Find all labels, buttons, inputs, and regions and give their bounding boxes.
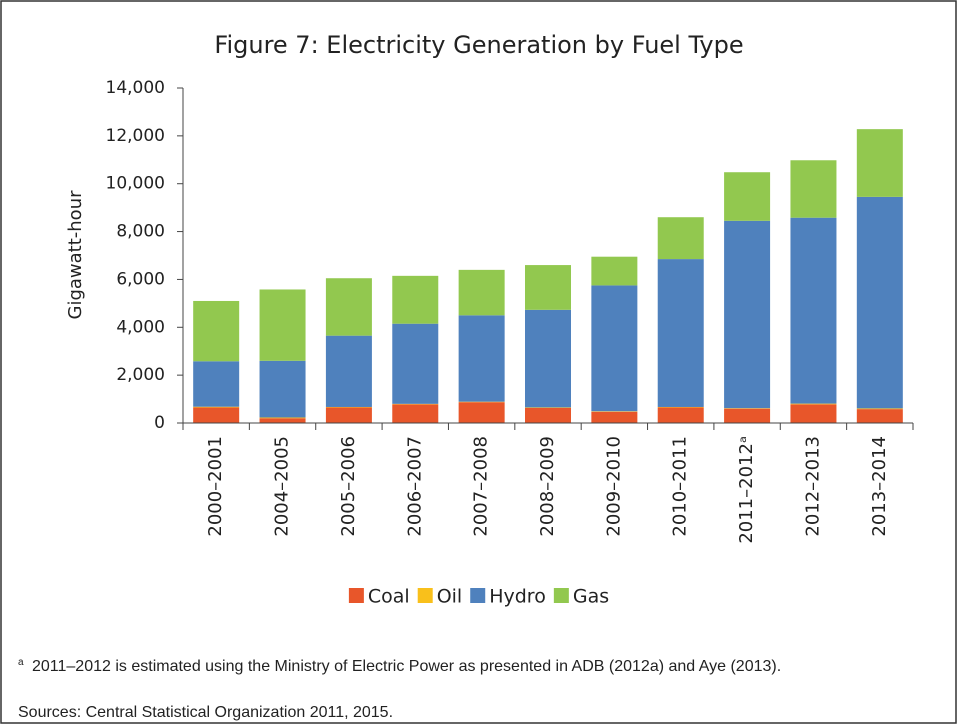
- x-tick-label: 2005–2006: [338, 436, 359, 537]
- y-tick-label: 0: [154, 413, 165, 433]
- bar-segment: [458, 269, 505, 316]
- bar-segment: [193, 361, 240, 407]
- bar-segment: [591, 285, 638, 412]
- x-tick-label: 2008–2009: [537, 436, 558, 537]
- y-tick-label: 2,000: [116, 365, 165, 385]
- x-tick-label: 2006–2007: [404, 436, 425, 537]
- bar-segment: [325, 407, 372, 423]
- legend-label: Hydro: [489, 586, 546, 608]
- bar-segment: [856, 409, 903, 423]
- bar-segment: [458, 402, 505, 423]
- legend-swatch: [348, 588, 364, 603]
- y-tick-label: 10,000: [106, 174, 165, 194]
- bar-segment: [591, 411, 638, 423]
- bar-segment: [525, 265, 571, 310]
- y-tick-label: 14,000: [106, 78, 165, 98]
- bar-segment: [325, 278, 372, 336]
- bar-segment: [259, 360, 306, 418]
- bar-segment: [724, 172, 771, 221]
- bar-segment: [856, 196, 903, 409]
- bar-segment: [392, 275, 439, 324]
- x-tick-label: 2000–2001: [205, 436, 226, 537]
- bar-segment: [657, 259, 704, 407]
- bar-segment: [193, 407, 240, 423]
- bar-segment: [525, 407, 571, 423]
- bar-segment: [657, 407, 704, 423]
- bar-segment: [790, 160, 837, 218]
- bar-segment: [790, 404, 837, 423]
- bar-segment: [259, 417, 306, 419]
- legend-swatch: [553, 588, 569, 603]
- bar-segment: [724, 220, 771, 409]
- y-tick-label: 4,000: [116, 317, 165, 337]
- y-tick-label: 8,000: [116, 222, 165, 242]
- bar-segment: [259, 289, 306, 361]
- legend-label: Coal: [368, 586, 410, 608]
- bar-segment: [325, 335, 372, 407]
- bar-segment: [193, 406, 240, 408]
- footnote-text: 2011–2012 is estimated using the Ministr…: [32, 658, 782, 675]
- x-tick-label: 2007–2008: [471, 436, 492, 537]
- x-tick-label: 2011–2012ᵃ: [736, 436, 757, 544]
- y-axis-title: Gigawatt-hour: [65, 190, 86, 320]
- y-tick-label: 12,000: [106, 126, 165, 146]
- x-tick-label: 2013–2014: [869, 436, 890, 537]
- bar-segment: [856, 129, 903, 197]
- sources: Sources: Central Statistical Organizatio…: [18, 704, 394, 721]
- bar-segment: [591, 256, 638, 286]
- x-tick-label: 2009–2010: [603, 436, 624, 537]
- bar-segment: [790, 217, 837, 404]
- bar-segment: [193, 300, 240, 362]
- legend-label: Gas: [573, 586, 609, 608]
- chart-title: Figure 7: Electricity Generation by Fuel…: [214, 31, 743, 59]
- footnote: a 2011–2012 is estimated using the Minist…: [18, 655, 947, 678]
- bar-segment: [657, 217, 704, 260]
- footnote-mark: a: [18, 657, 24, 668]
- bar-segment: [259, 418, 306, 423]
- x-tick-label: 2012–2013: [802, 436, 823, 537]
- legend-swatch: [470, 588, 486, 603]
- bar-segment: [458, 315, 505, 402]
- bar-segment: [856, 408, 903, 410]
- bar-segment: [790, 403, 837, 405]
- bar-segment: [392, 323, 439, 404]
- bar-segment: [724, 408, 771, 423]
- x-tick-label: 2010–2011: [670, 436, 691, 537]
- bar-segment: [525, 309, 571, 408]
- x-tick-label: 2004–2005: [272, 436, 293, 537]
- y-tick-label: 6,000: [116, 269, 165, 289]
- legend-swatch: [417, 588, 433, 603]
- legend-label: Oil: [437, 586, 463, 608]
- bar-segment: [392, 404, 439, 423]
